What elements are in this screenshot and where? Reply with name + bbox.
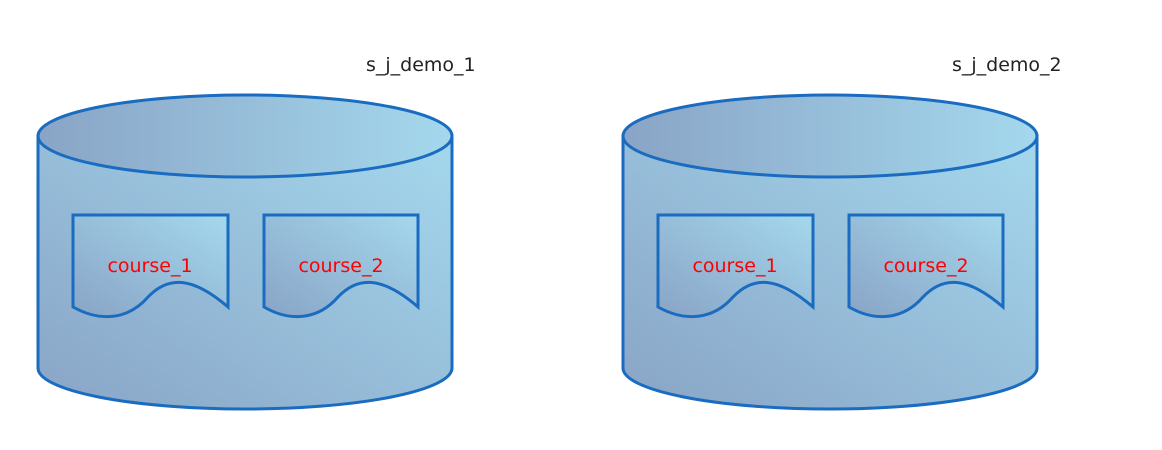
database-cylinder-1 bbox=[36, 93, 454, 411]
table-label: course_1 bbox=[107, 255, 192, 277]
table-label: course_1 bbox=[692, 255, 777, 277]
table-course-2-db2: course_2 bbox=[847, 213, 1005, 319]
table-label: course_2 bbox=[298, 255, 383, 277]
table-course-2-db1: course_2 bbox=[262, 213, 420, 319]
database-label-2: s_j_demo_2 bbox=[952, 54, 1062, 76]
table-course-1-db2: course_1 bbox=[656, 213, 815, 319]
database-cylinder-2 bbox=[621, 93, 1039, 411]
table-course-1-db1: course_1 bbox=[71, 213, 230, 319]
database-label-1: s_j_demo_1 bbox=[366, 54, 476, 76]
table-label: course_2 bbox=[883, 255, 968, 277]
